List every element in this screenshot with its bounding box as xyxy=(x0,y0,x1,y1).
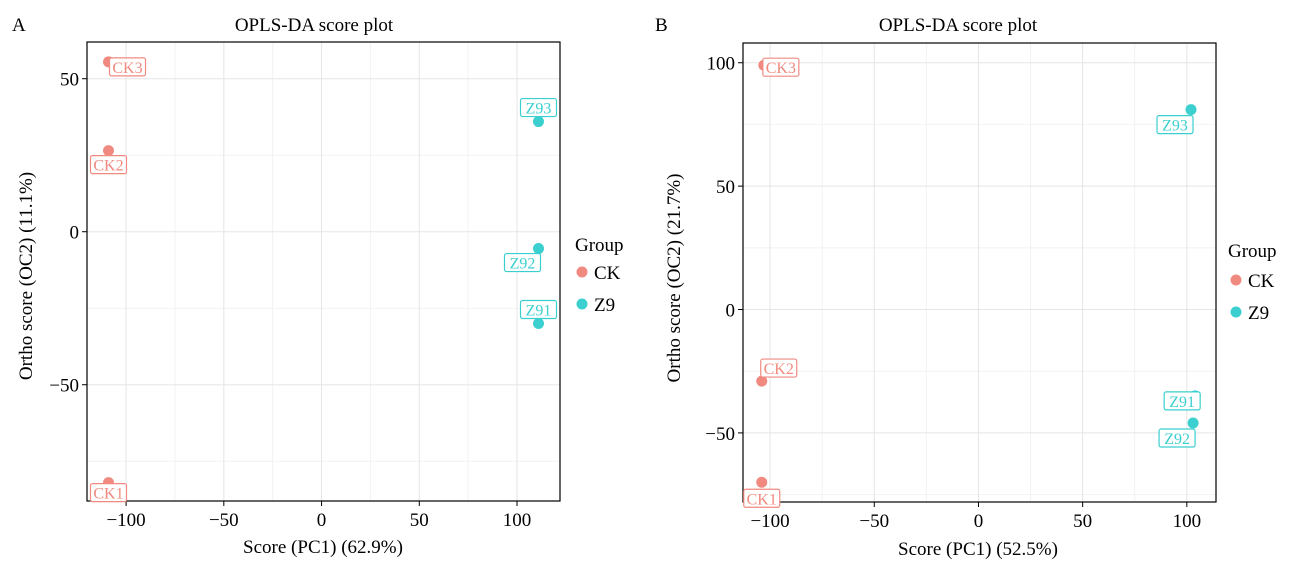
panel-b-point-label-z91: Z91 xyxy=(1169,394,1195,411)
panel-a-legend-ck-marker xyxy=(576,266,588,278)
panel-b-x-tick-label: 100 xyxy=(1173,511,1202,532)
panel-b-point-ck2 xyxy=(756,375,768,387)
panel-a-point-label-ck2: CK2 xyxy=(93,158,123,175)
panel-b-y-tick-label: −50 xyxy=(705,424,735,445)
panel-b-ylabel: Ortho score (OC2) (21.7%) xyxy=(664,174,685,383)
panel-b-point-label-box-ck1 xyxy=(743,488,781,508)
panel-b-point-ck1 xyxy=(756,476,768,488)
panel-a-x-tick-label: −50 xyxy=(209,510,239,531)
panel-b-legend-z9-marker xyxy=(1230,306,1242,318)
panel-b-plot: −100 −50 0 50 100 −50 0 50 100 CK3 CK2 CK1 Z93 Z91 Z92 xyxy=(705,42,1217,532)
panel-a-y-tick-label: 50 xyxy=(60,70,79,91)
panel-b-point-label-box-z91 xyxy=(1163,391,1201,411)
panel-a-point-label-z92: Z92 xyxy=(510,256,536,273)
panel-b-point-label-box-ck3 xyxy=(762,57,800,77)
panel-a-plot-frame xyxy=(86,41,561,502)
panel-a-point-label-box-ck2 xyxy=(89,155,128,175)
panel-a-point-label-box-ck1 xyxy=(89,483,128,503)
panel-b-title: OPLS-DA score plot xyxy=(879,15,1038,36)
panel-a-point-label-box-z92 xyxy=(503,252,542,273)
panel-a-point-label-ck1: CK1 xyxy=(93,486,123,503)
panel-a-ylabel: Ortho score (OC2) (11.1%) xyxy=(16,172,37,380)
panel-a-point-ck2 xyxy=(103,145,114,157)
panel-a-legend-z9-marker xyxy=(576,298,588,310)
panel-a-y-tick-label: −50 xyxy=(49,376,79,397)
panel-b-legend-ck-label: CK xyxy=(1248,271,1275,292)
panel-a-x-tick-label: 50 xyxy=(410,510,429,531)
panel-a-point-label-ck3: CK3 xyxy=(112,60,142,77)
panel-a-x-tick-label: 0 xyxy=(317,510,327,531)
panel-a-title: OPLS-DA score plot xyxy=(235,15,394,36)
panel-b-plot-frame xyxy=(742,42,1217,503)
panel-a-x-tick-label: 100 xyxy=(503,510,532,531)
panel-b-x-tick-label: 0 xyxy=(974,511,984,532)
panel-b-y-tick-label: 100 xyxy=(707,54,736,75)
panel-a-xlabel: Score (PC1) (62.9%) xyxy=(243,537,403,558)
panel-a-point-label-box-z91 xyxy=(519,299,558,320)
panel-a-point-label-z93: Z93 xyxy=(526,101,552,118)
panel-b-x-tick-label: −50 xyxy=(859,511,889,532)
panel-a-point-z92 xyxy=(533,243,544,255)
panel-a-legend-title: Group xyxy=(575,235,624,256)
panel-b-x-tick-label: −100 xyxy=(750,511,789,532)
panel-b-point-label-ck2: CK2 xyxy=(764,361,794,378)
panel-a-point-z93 xyxy=(533,116,544,128)
panel-a-point-z91 xyxy=(533,318,544,330)
panel-a-legend-ck-label: CK xyxy=(594,263,621,284)
panel-a-x-tick-label: −100 xyxy=(106,510,145,531)
panel-b-x-tick-label: 50 xyxy=(1073,511,1092,532)
panel-b-point-label-z92: Z92 xyxy=(1164,431,1190,448)
panel-b-legend-ck-marker xyxy=(1230,274,1242,286)
panel-a-plot: −100 −50 0 50 100 −50 0 50 CK3 CK2 CK1 Z93 Z92 Z91 xyxy=(49,41,561,531)
panel-b-letter: B xyxy=(655,15,668,36)
panel-a-point-label-box-ck3 xyxy=(108,57,147,77)
panel-b-point-label-box-z92 xyxy=(1158,428,1196,448)
panel-b-point-label-box-ck2 xyxy=(760,358,798,378)
panel-b-y-tick-label: 50 xyxy=(716,177,735,198)
panel-a-point-label-box-z93 xyxy=(519,97,558,118)
panel-b-xlabel: Score (PC1) (52.5%) xyxy=(898,539,1058,560)
panel-b-legend-z9-label: Z9 xyxy=(1248,303,1269,324)
panel-a-y-tick-label: 0 xyxy=(70,223,80,244)
panel-b-y-tick-label: 0 xyxy=(726,301,736,322)
panel-b-point-label-ck1: CK1 xyxy=(747,491,777,508)
panel-b-point-z93 xyxy=(1185,104,1197,116)
panel-a-legend-z9-label: Z9 xyxy=(594,295,615,316)
panel-b-point-z92 xyxy=(1187,417,1199,429)
panel-b-point-label-ck3: CK3 xyxy=(766,60,796,77)
panel-b-point-label-box-z93 xyxy=(1156,115,1194,135)
panel-a-letter: A xyxy=(12,15,26,36)
panel-a-point-label-z91: Z91 xyxy=(526,303,552,320)
panel-b-legend-title: Group xyxy=(1228,241,1277,262)
panel-b-point-label-z93: Z93 xyxy=(1162,118,1188,135)
